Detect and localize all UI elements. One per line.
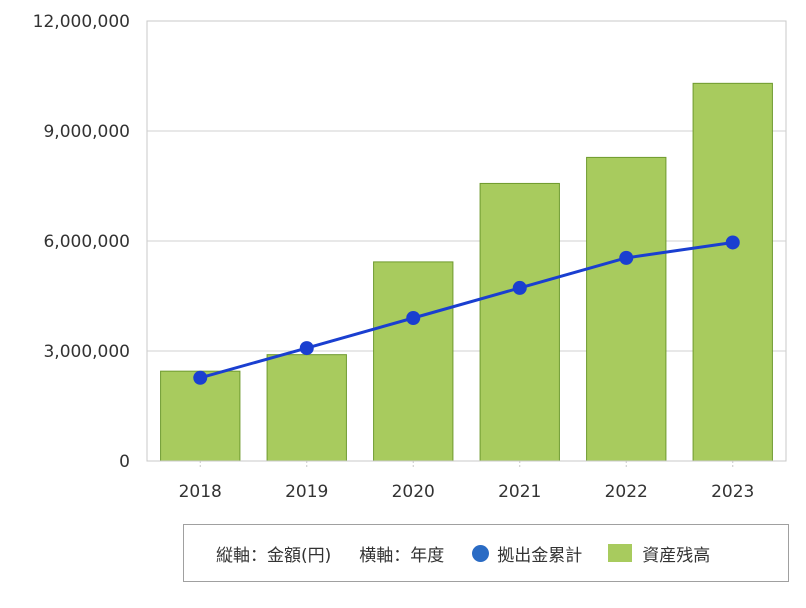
legend-label-bar: 資産残高 (642, 545, 711, 566)
legend-item-bar: 資産残高 (608, 541, 710, 566)
y-axis-note: 縦軸：金額(円) (216, 545, 332, 566)
x-tick-label: 2021 (498, 482, 541, 502)
y-tick-label: 6,000,000 (43, 232, 130, 252)
bar-2021 (479, 182, 560, 462)
bar-2020 (373, 261, 454, 462)
line-point-2019 (299, 341, 314, 356)
bar-swatch-icon (608, 544, 633, 562)
y-tick-label: 0 (119, 452, 130, 472)
line-point-2022 (619, 250, 634, 265)
x-tick-label: 2018 (179, 482, 222, 502)
line-point-2023 (725, 235, 740, 250)
x-tick-label: 2023 (711, 482, 754, 502)
x-axis-note: 横軸：年度 (359, 545, 445, 566)
y-tick-label: 3,000,000 (43, 342, 130, 362)
legend-label-line: 拠出金累計 (497, 545, 583, 566)
chart-canvas: 0 3,000,000 6,000,000 9,000,000 12,000,000 20… (33, 12, 787, 502)
line-point-2018 (193, 370, 208, 385)
y-tick-label: 9,000,000 (43, 122, 130, 142)
bar-2019 (266, 354, 347, 462)
y-tick-label: 12,000,000 (33, 12, 130, 32)
line-series-path (199, 240, 733, 380)
bar-2022 (586, 156, 667, 462)
circle-marker-icon (472, 544, 490, 562)
line-point-2020 (406, 311, 421, 325)
x-tick-label: 2019 (285, 482, 328, 502)
x-tick-label: 2020 (392, 482, 435, 502)
line-point-2021 (512, 280, 527, 295)
chart-legend: 縦軸：金額(円) 横軸：年度 拠出金累計 資産残高 (183, 524, 789, 582)
bar-2023 (692, 82, 773, 462)
x-tick-label: 2022 (605, 482, 648, 502)
legend-item-line: 拠出金累計 (472, 541, 582, 566)
